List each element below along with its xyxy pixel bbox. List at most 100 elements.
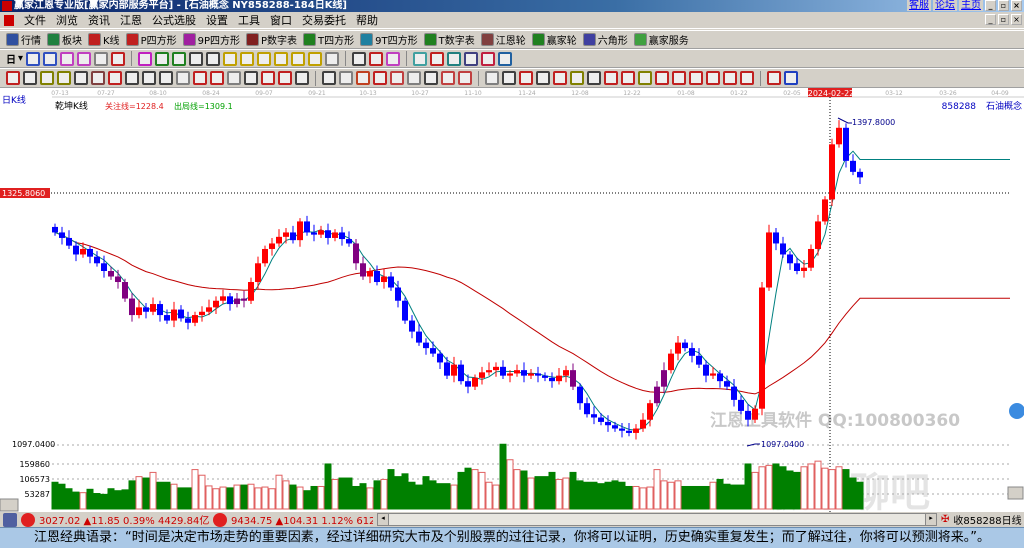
period-dropdown[interactable]: 日 ▾: [6, 53, 24, 66]
draw-tool-14-icon[interactable]: [227, 71, 241, 85]
chart-tool-3-icon[interactable]: [60, 51, 75, 66]
kline-chart-panel[interactable]: 07-13 07-27 08-10 08-24 09-07 09-21 10-13 10-27…: [0, 88, 1024, 516]
child-close-button[interactable]: ×: [1011, 14, 1022, 25]
draw-tool-35-icon[interactable]: [604, 71, 618, 85]
draw-tool-40-icon[interactable]: [689, 71, 703, 85]
chart-tool-13-icon[interactable]: [240, 51, 255, 66]
kline-chart[interactable]: 07-13 07-27 08-10 08-24 09-07 09-21 10-13 10-27…: [0, 88, 1024, 516]
chart-tool-5-icon[interactable]: [94, 51, 109, 66]
toolbar-button-gann-wheel[interactable]: 江恩轮: [480, 32, 526, 47]
draw-tool-33-icon[interactable]: [570, 71, 584, 85]
chart-tool-21-icon[interactable]: [386, 51, 401, 66]
chart-tool-15-icon[interactable]: [274, 51, 289, 66]
chart-tool-11-icon[interactable]: [206, 51, 221, 66]
scroll-left-button[interactable]: ◂: [378, 514, 389, 525]
draw-tool-13-icon[interactable]: [210, 71, 224, 85]
menu-help[interactable]: 帮助: [356, 14, 378, 27]
chart-tool-12-icon[interactable]: [223, 51, 238, 66]
toolbar-button-service[interactable]: 赢家服务: [633, 32, 689, 47]
draw-tool-17-icon[interactable]: [278, 71, 292, 85]
draw-tool-22-icon[interactable]: [373, 71, 387, 85]
toolbar-button-ts[interactable]: T四方形: [303, 32, 354, 47]
draw-tool-3-icon[interactable]: [40, 71, 54, 85]
horizontal-scrollbar[interactable]: ◂ ▸: [377, 513, 937, 526]
child-minimize-button[interactable]: _: [985, 14, 996, 25]
draw-tool-36-icon[interactable]: [621, 71, 635, 85]
menu-settings[interactable]: 设置: [206, 14, 228, 27]
chart-tool-7-icon[interactable]: [138, 51, 153, 66]
chart-tool-4-icon[interactable]: [77, 51, 92, 66]
side-panel-toggle-icon[interactable]: [1009, 403, 1024, 419]
draw-tool-30-icon[interactable]: [519, 71, 533, 85]
restore-button[interactable]: ▫: [998, 0, 1009, 11]
draw-tool-5-icon[interactable]: [74, 71, 88, 85]
chart-tool-2-icon[interactable]: [43, 51, 58, 66]
scroll-forward-button[interactable]: [1007, 486, 1024, 500]
menu-window[interactable]: 窗口: [270, 14, 292, 27]
draw-tool-44-icon[interactable]: [767, 71, 781, 85]
draw-tool-31-icon[interactable]: [536, 71, 550, 85]
toolbar-button-ps[interactable]: P四方形: [125, 32, 177, 47]
link-forum[interactable]: 论坛: [933, 0, 957, 11]
volume-toggle-button[interactable]: [0, 498, 19, 512]
draw-tool-27-icon[interactable]: [458, 71, 472, 85]
toolbar-button-t9[interactable]: 9T四方形: [360, 32, 418, 47]
chart-tool-14-icon[interactable]: [257, 51, 272, 66]
draw-tool-2-icon[interactable]: [23, 71, 37, 85]
menu-tools[interactable]: 工具: [238, 14, 260, 27]
draw-tool-19-icon[interactable]: [322, 71, 336, 85]
menu-news[interactable]: 资讯: [88, 14, 110, 27]
chart-tool-26-icon[interactable]: [481, 51, 496, 66]
chart-tool-19-icon[interactable]: [352, 51, 367, 66]
menu-logo-icon[interactable]: [4, 14, 14, 26]
chart-tool-23-icon[interactable]: [430, 51, 445, 66]
menu-file[interactable]: 文件: [24, 14, 46, 27]
toolbar-button-sector[interactable]: 板块: [47, 32, 82, 47]
draw-tool-6-icon[interactable]: [91, 71, 105, 85]
draw-tool-26-icon[interactable]: [441, 71, 455, 85]
draw-tool-34-icon[interactable]: [587, 71, 601, 85]
toolbar-button-hexagon[interactable]: 六角形: [582, 32, 628, 47]
draw-tool-32-icon[interactable]: [553, 71, 567, 85]
menu-formula[interactable]: 公式选股: [152, 14, 196, 27]
draw-tool-20-icon[interactable]: [339, 71, 353, 85]
draw-tool-37-icon[interactable]: [638, 71, 652, 85]
chart-tool-17-icon[interactable]: [308, 51, 323, 66]
draw-tool-28-icon[interactable]: [485, 71, 499, 85]
menu-gann[interactable]: 江恩: [120, 14, 142, 27]
close-button[interactable]: ×: [1011, 0, 1022, 11]
draw-tool-21-icon[interactable]: [356, 71, 370, 85]
draw-tool-39-icon[interactable]: [672, 71, 686, 85]
chart-tool-27-icon[interactable]: [498, 51, 513, 66]
draw-tool-18-icon[interactable]: [295, 71, 309, 85]
chart-tool-9-icon[interactable]: [172, 51, 187, 66]
menu-browse[interactable]: 浏览: [56, 14, 78, 27]
toolbar-button-quote[interactable]: 行情: [6, 32, 41, 47]
calculator-icon[interactable]: [3, 512, 17, 527]
chart-tool-8-icon[interactable]: [155, 51, 170, 66]
draw-tool-8-icon[interactable]: [125, 71, 139, 85]
link-home[interactable]: 主页: [959, 0, 983, 11]
chart-tool-16-icon[interactable]: [291, 51, 306, 66]
chart-tool-10-icon[interactable]: [189, 51, 204, 66]
draw-tool-42-icon[interactable]: [723, 71, 737, 85]
draw-tool-12-icon[interactable]: [193, 71, 207, 85]
scroll-right-button[interactable]: ▸: [925, 514, 936, 525]
draw-tool-24-icon[interactable]: [407, 71, 421, 85]
draw-tool-45-icon[interactable]: [784, 71, 798, 85]
draw-tool-4-icon[interactable]: [57, 71, 71, 85]
draw-tool-25-icon[interactable]: [424, 71, 438, 85]
draw-tool-1-icon[interactable]: [6, 71, 20, 85]
chart-tool-18-icon[interactable]: [325, 51, 340, 66]
draw-tool-11-icon[interactable]: [176, 71, 190, 85]
toolbar-button-tn[interactable]: T数字表: [423, 32, 475, 47]
toolbar-button-p9[interactable]: 9P四方形: [182, 32, 240, 47]
chart-tool-25-icon[interactable]: [464, 51, 479, 66]
link-service[interactable]: 客服: [907, 0, 931, 11]
menu-trade[interactable]: 交易委托: [302, 14, 346, 27]
draw-tool-9-icon[interactable]: [142, 71, 156, 85]
chart-tool-22-icon[interactable]: [413, 51, 428, 66]
toolbar-button-winner-wheel[interactable]: 赢家轮: [531, 32, 577, 47]
draw-tool-16-icon[interactable]: [261, 71, 275, 85]
chart-tool-6-icon[interactable]: [111, 51, 126, 66]
